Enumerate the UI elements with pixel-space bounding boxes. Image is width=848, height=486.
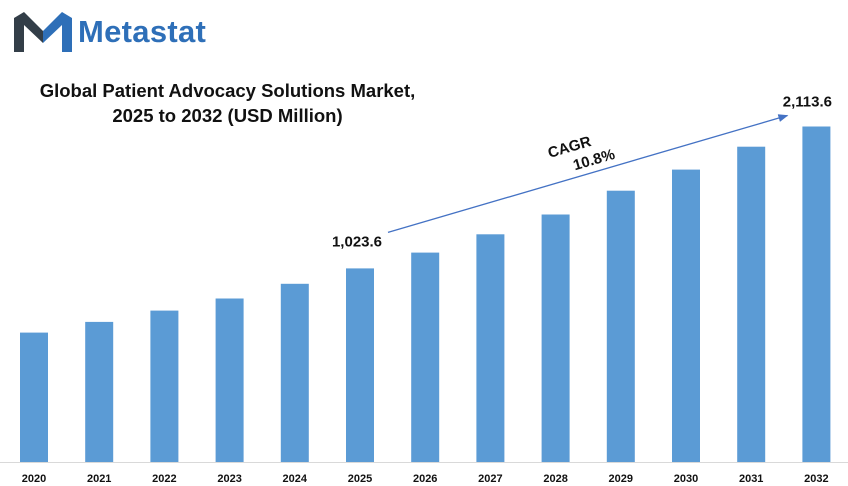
x-tick-label-2026: 2026 [413, 473, 437, 485]
bar-2021 [85, 321, 114, 462]
bar-2020 [20, 332, 48, 462]
bar-2030 [672, 169, 700, 462]
metastat-logo: Metastat [14, 12, 206, 52]
x-tick-label-2028: 2028 [543, 473, 567, 485]
bar-2027 [476, 234, 505, 462]
bar-2029 [606, 190, 635, 462]
bar-2031 [737, 146, 766, 462]
x-tick-label-2032: 2032 [804, 473, 828, 485]
bar-2023 [215, 298, 244, 462]
x-tick-label-2029: 2029 [609, 473, 633, 485]
x-tick-label-2023: 2023 [217, 473, 241, 485]
bar-2025 [346, 268, 374, 462]
cagr-arrow [387, 114, 789, 234]
chart-title-line1: Global Patient Advocacy Solutions Market… [39, 80, 416, 101]
bar-2024 [280, 283, 309, 462]
x-tick-label-2022: 2022 [152, 473, 176, 485]
chart-title: Global Patient Advocacy Solutions Market… [0, 78, 455, 128]
x-tick-label-2020: 2020 [22, 473, 46, 485]
chart-title-line2: 2025 to 2032 (USD Million) [112, 105, 343, 126]
x-tick-label-2025: 2025 [348, 473, 372, 485]
x-tick-label-2021: 2021 [87, 473, 111, 485]
bar-2032 [802, 126, 831, 462]
x-tick-label-2024: 2024 [283, 473, 308, 485]
bar-2028 [541, 214, 570, 462]
x-tick-label-2031: 2031 [739, 473, 763, 485]
x-tick-label-2030: 2030 [674, 473, 698, 485]
x-tick-label-2027: 2027 [478, 473, 502, 485]
data-label-2032: 2,113.6 [783, 94, 832, 111]
brand-name: Metastat [78, 14, 207, 49]
data-label-2025: 1,023.6 [332, 233, 382, 250]
bar-2026 [411, 252, 440, 462]
bar-2022 [150, 310, 179, 462]
metastat-m-logo-icon [14, 12, 72, 52]
